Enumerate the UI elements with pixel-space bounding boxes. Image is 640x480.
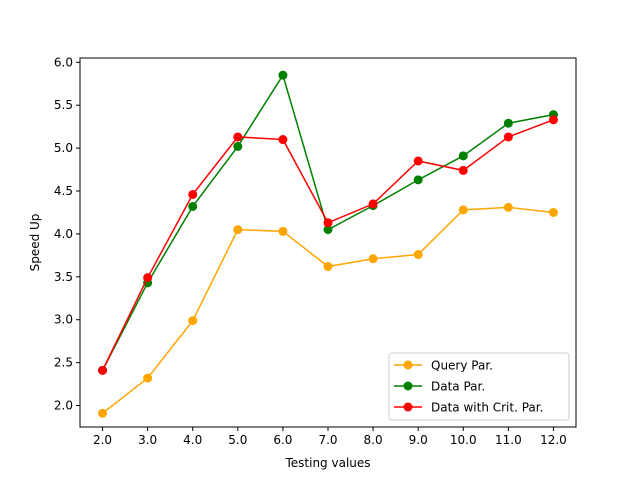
x-tick-label: 2.0 [93,433,112,447]
data-point [233,225,243,235]
y-tick-label: 3.5 [54,270,73,284]
series-3 [98,115,558,375]
x-tick-label: 6.0 [273,433,292,447]
data-point [188,201,198,211]
legend-marker [403,402,413,412]
legend-box [388,352,570,421]
data-point [413,156,423,166]
x-tick-label: 12.0 [540,433,567,447]
data-point [323,225,333,235]
x-tick-label: 11.0 [495,433,522,447]
legend-marker [403,360,413,370]
data-point [278,70,288,80]
data-point [98,365,108,375]
data-point [413,250,423,260]
x-tick-label: 10.0 [450,433,477,447]
y-tick-label: 5.0 [54,141,73,155]
data-point [278,226,288,236]
data-point [233,141,243,151]
y-tick-label: 2.5 [54,356,73,370]
data-point [548,207,558,217]
y-axis: 2.0 2.5 3.0 3.5 4.0 4.5 5.0 5.5 6.0 [54,55,80,413]
y-tick-label: 6.0 [54,55,73,69]
legend-entry: Data Par. [394,380,485,394]
x-axis-label: Testing values [284,456,370,470]
y-tick-label: 5.5 [54,98,73,112]
data-point [458,151,468,161]
legend-label: Query Par. [431,359,493,373]
data-point [233,132,243,142]
x-tick-label: 9.0 [409,433,428,447]
x-tick-label: 3.0 [138,433,157,447]
data-point [323,262,333,272]
data-point [548,115,558,125]
legend-entry: Data with Crit. Par. [394,401,543,415]
y-tick-label: 3.0 [54,313,73,327]
legend-label: Data with Crit. Par. [431,401,543,415]
x-tick-label: 4.0 [183,433,202,447]
data-point [98,408,108,418]
legend-label: Data Par. [431,380,485,394]
data-point [143,273,153,283]
data-point [503,132,513,142]
data-point [503,118,513,128]
data-point [278,135,288,145]
data-point [458,205,468,215]
legend: Query Par. Data Par. Data with Crit. Par. [388,352,570,421]
x-axis: 2.0 3.0 4.0 5.0 6.0 7.0 8.0 9.0 10.0 11.0 12.0 [93,427,567,447]
y-tick-label: 4.0 [54,227,73,241]
data-point [323,218,333,228]
data-point [503,202,513,212]
series-1 [98,202,558,418]
series-layer [98,70,558,418]
data-point [458,165,468,175]
legend-marker [403,381,413,391]
data-point [188,316,198,326]
y-tick-label: 2.0 [54,399,73,413]
data-point [368,199,378,209]
data-point [413,175,423,185]
data-point [143,373,153,383]
legend-entry: Query Par. [394,359,493,373]
x-tick-label: 8.0 [364,433,383,447]
y-axis-label: Speed Up [28,214,42,272]
x-tick-label: 7.0 [318,433,337,447]
x-tick-label: 5.0 [228,433,247,447]
data-point [188,189,198,199]
data-point [368,254,378,264]
y-tick-label: 4.5 [54,184,73,198]
